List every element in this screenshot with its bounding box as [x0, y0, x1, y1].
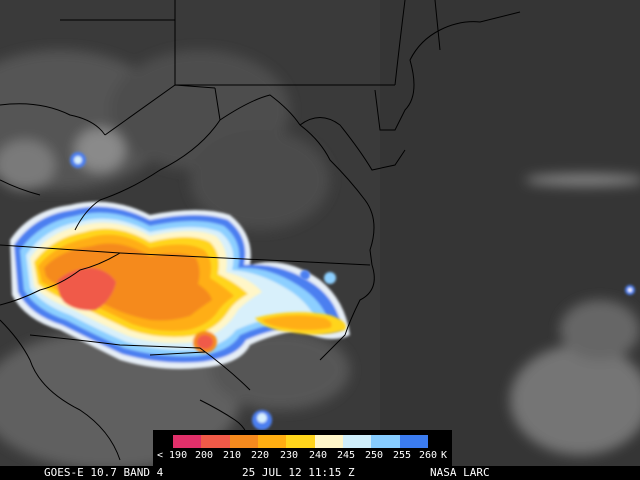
colorbar-swatch — [229, 435, 258, 448]
caption-bar: GOES-E 10.7 BAND 4 25 JUL 12 11:15 Z NAS… — [0, 466, 640, 480]
colorbar-label: 210 — [223, 450, 242, 461]
colorbar-label: 250 — [365, 450, 384, 461]
colorbar-swatch — [371, 435, 400, 448]
colorbar-label: 240 — [309, 450, 328, 461]
colorbar-swatch — [173, 435, 202, 448]
colorbar-label: 260 — [419, 450, 438, 461]
credit-label: NASA LARC — [430, 466, 490, 479]
colorbar-label: < 190 — [157, 450, 188, 461]
satellite-label: GOES-E 10.7 BAND 4 — [44, 466, 164, 479]
colorbar-swatch — [399, 435, 428, 448]
colorbar-label: 245 — [337, 450, 356, 461]
colorbar-swatch — [201, 435, 230, 448]
datetime-label: 25 JUL 12 11:15 Z — [242, 466, 355, 479]
colorbar-label: 200 — [195, 450, 214, 461]
state-borders — [0, 0, 521, 461]
colorbar-labels: < 190 200 210 220 230 240 245 250 255 26… — [153, 450, 452, 462]
colorbar-panel: < 190 200 210 220 230 240 245 250 255 26… — [153, 430, 452, 466]
colorbar-swatch — [314, 435, 343, 448]
colorbar-label: 230 — [280, 450, 299, 461]
colorbar-label: 220 — [251, 450, 270, 461]
cloud-top-cores — [30, 152, 635, 430]
colorbar-label: 255 — [393, 450, 412, 461]
colorbar-swatch — [257, 435, 287, 448]
colorbar-unit: K — [441, 450, 448, 461]
colorbar-swatch — [286, 435, 315, 448]
colorbar — [173, 435, 428, 448]
colorbar-swatch — [342, 435, 372, 448]
